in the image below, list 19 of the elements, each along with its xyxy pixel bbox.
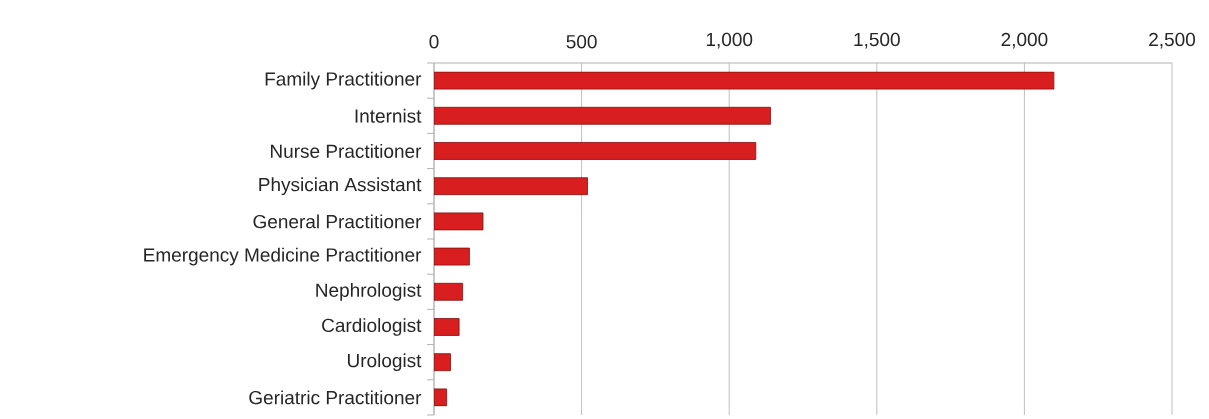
x-tick-label: 1,500 [854,32,900,49]
x-tick-label: 2,500 [1149,32,1196,49]
y-tick-label: Cardiologist [322,318,422,336]
y-tick-label: Physician Assistant [259,177,422,196]
y-tick-label: Family Practitioner [265,71,422,90]
x-tick-label: 1,000 [706,32,753,49]
y-tick-label: Nephrologist [316,282,422,301]
x-tick-label: 2,000 [1001,32,1048,49]
bar [434,142,757,160]
bar [434,106,771,125]
y-tick-label: Nurse Practitioner [270,144,422,158]
y-tick-label: Emergency Medicine Practitioner [144,247,422,266]
y-tick-label: Geriatric Practitioner [249,390,422,405]
y-tick-label: General Practitioner [253,214,422,229]
x-tick-label: 500 [566,35,597,49]
y-tick-label: Urologist [347,353,422,372]
x-tick-label: 0 [429,35,439,49]
y-tick-label: Internist [355,108,422,123]
bar [434,177,588,196]
